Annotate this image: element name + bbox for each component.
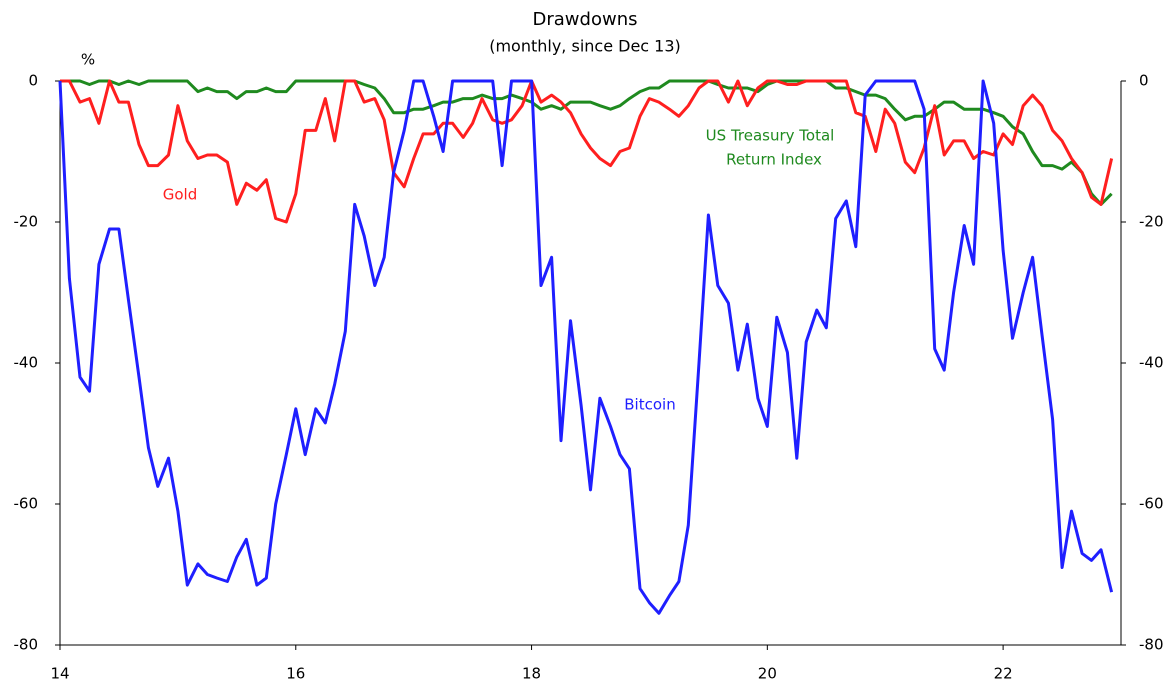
y-tick-label: 0 xyxy=(28,72,38,90)
y2-tick-label: -80 xyxy=(1139,636,1164,654)
chart-subtitle: (monthly, since Dec 13) xyxy=(489,37,681,56)
y2-tick-label: -20 xyxy=(1139,213,1164,231)
y-unit: % xyxy=(81,51,95,69)
x-tick-label: 20 xyxy=(758,665,777,683)
y-tick-label: -20 xyxy=(14,213,39,231)
y-tick-label: -80 xyxy=(14,636,39,654)
annotation: Gold xyxy=(163,186,198,204)
chart-title: Drawdowns xyxy=(533,9,638,30)
y2-tick-label: -60 xyxy=(1139,495,1164,513)
x-tick-label: 16 xyxy=(286,665,305,683)
annotation: Bitcoin xyxy=(624,396,675,414)
y-tick-label: -40 xyxy=(14,354,39,372)
y2-tick-label: 0 xyxy=(1139,72,1149,90)
x-tick-label: 18 xyxy=(522,665,541,683)
y-tick-label: -60 xyxy=(14,495,39,513)
series-line xyxy=(60,79,1114,224)
x-tick-label: 22 xyxy=(994,665,1013,683)
annotation: Return Index xyxy=(726,151,822,169)
annotation: US Treasury Total xyxy=(706,127,835,145)
series-line xyxy=(58,79,1114,615)
x-tick-label: 14 xyxy=(50,665,69,683)
y2-tick-label: -40 xyxy=(1139,354,1164,372)
